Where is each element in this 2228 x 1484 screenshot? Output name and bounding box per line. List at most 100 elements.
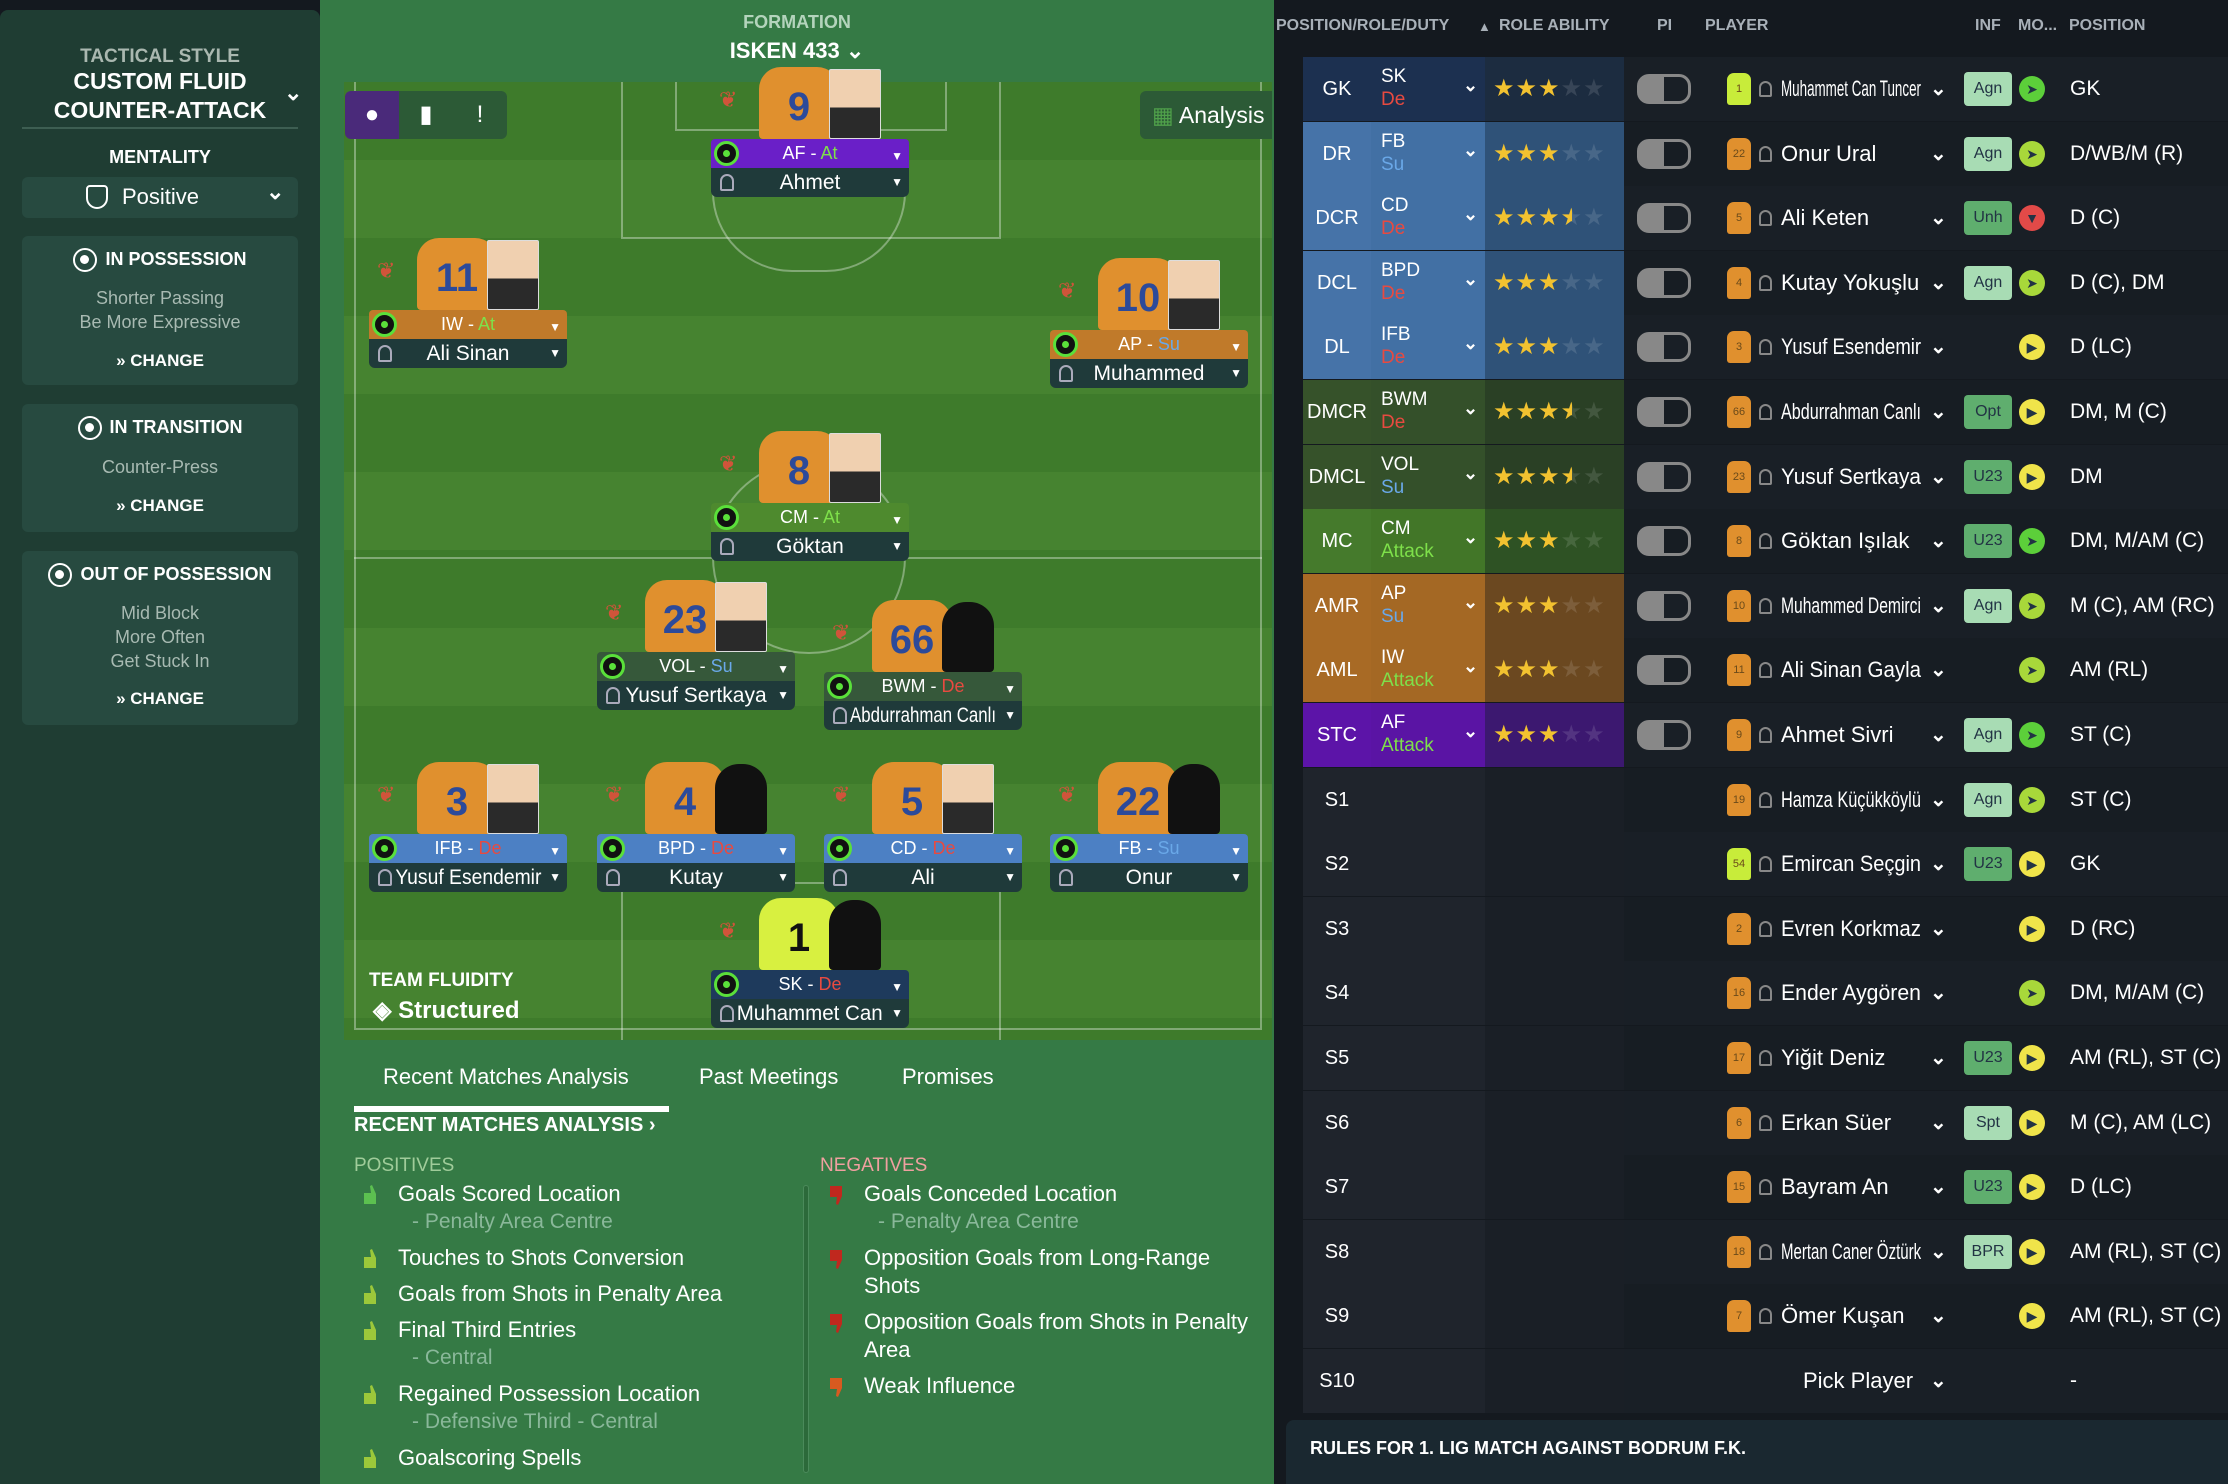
in-possession-change-button[interactable]: » CHANGE — [22, 351, 298, 371]
chevron-down-icon[interactable]: ⌄ — [1930, 207, 1947, 230]
in-transition-change-button[interactable]: » CHANGE — [22, 496, 298, 516]
player-name-selector[interactable]: Kutay ▼ — [597, 863, 795, 892]
chevron-down-icon[interactable]: ⌄ — [1930, 1240, 1947, 1263]
chevron-down-icon[interactable]: ⌄ — [1930, 917, 1947, 940]
player-name-selector[interactable]: Ali Sinan ▼ — [369, 339, 567, 368]
player-name[interactable]: Ali Sinan Gayla — [1781, 657, 1922, 683]
player-card[interactable]: ❦ 9 AF - At ▼ Ahmet ▼ — [711, 67, 909, 197]
player-name[interactable]: Muhammet Can Tuncer — [1781, 76, 1921, 101]
chevron-down-icon[interactable]: ⌄ — [1930, 1111, 1947, 1134]
player-name-selector[interactable]: Abdurrahman Canlı ▼ — [824, 701, 1022, 730]
player-name[interactable]: Ahmet Sivri — [1781, 722, 1894, 747]
scrollbar[interactable] — [803, 1185, 809, 1473]
chevron-down-icon[interactable]: ⌄ — [1930, 142, 1947, 165]
role-duty-selector[interactable]: CM Attack ⌄ — [1371, 509, 1485, 574]
header-morale[interactable]: MO... — [2018, 17, 2058, 34]
chevron-down-icon[interactable]: ⌄ — [1930, 788, 1947, 811]
role-selector[interactable]: FB - Su ▼ — [1050, 834, 1248, 863]
tab-recent-matches-analysis[interactable]: Recent Matches Analysis — [383, 1064, 629, 1089]
player-name[interactable]: Ali Keten — [1781, 205, 1870, 231]
role-selector[interactable]: IW - At ▼ — [369, 310, 567, 339]
player-name[interactable]: Ömer Kuşan — [1781, 1303, 1905, 1329]
player-name[interactable]: Muhammed Demirci — [1781, 592, 1921, 618]
player-card[interactable]: ❦ 10 AP - Su ▼ Muhammed ▼ — [1050, 258, 1248, 388]
player-card[interactable]: ❦ 3 IFB - De ▼ Yusuf Esendemir ▼ — [369, 762, 567, 892]
player-instructions-button[interactable] — [1637, 332, 1691, 363]
chevron-down-icon[interactable]: ⌄ — [1930, 271, 1947, 294]
role-duty-selector[interactable]: IFB De ⌄ — [1371, 315, 1485, 380]
player-instructions-button[interactable] — [1637, 720, 1691, 750]
player-name[interactable]: Onur Ural — [1781, 140, 1877, 166]
table-row[interactable]: S2 54 Emircan Seçgin ⌄ U23 ▶ GK — [1303, 832, 2228, 897]
player-name[interactable]: Ender Aygören — [1781, 980, 1921, 1006]
player-name[interactable]: Evren Korkmaz — [1781, 915, 1922, 941]
chevron-down-icon[interactable]: ⌄ — [1930, 465, 1947, 488]
table-row[interactable]: S9 7 Ömer Kuşan ⌄ ▶ AM (RL), ST (C) — [1303, 1284, 2228, 1349]
role-selector[interactable]: SK - De ▼ — [711, 970, 909, 999]
role-selector[interactable]: AP - Su ▼ — [1050, 330, 1248, 359]
pick-player-dropdown[interactable]: Pick Player — [1803, 1368, 1914, 1393]
player-card[interactable]: ❦ 66 BWM - De ▼ Abdurrahman Canlı ▼ — [824, 600, 1022, 730]
tab-promises[interactable]: Promises — [902, 1064, 994, 1089]
chevron-down-icon[interactable]: ⌄ — [1930, 853, 1947, 876]
table-row[interactable]: STC AF Attack ⌄ ★★★★★ 9 Ahmet Sivri ⌄ Agn ➤ ST (C) — [1303, 703, 2228, 767]
table-row[interactable]: DR FB Su ⌄ ★★★★★ 22 Onur Ural ⌄ Agn ➤ D/WB/M (R) — [1303, 121, 2228, 186]
header-role-ability[interactable]: ROLE ABILITY — [1499, 17, 1610, 34]
player-card[interactable]: ❦ 22 FB - Su ▼ Onur ▼ — [1050, 762, 1248, 892]
table-row[interactable]: S6 6 Erkan Süer ⌄ Spt ▶ M (C), AM (LC) — [1303, 1090, 2228, 1155]
table-row[interactable]: AML IW Attack ⌄ ★★★★★ 11 Ali Sinan Gayla ⌄ ➤ AM (… — [1303, 638, 2228, 703]
player-name[interactable]: Abdurrahman Canlı — [1781, 399, 1922, 424]
formation-dropdown[interactable]: ISKEN 433 ⌄ — [320, 38, 1274, 64]
role-selector[interactable]: BWM - De ▼ — [824, 672, 1022, 701]
table-row[interactable]: S4 16 Ender Aygören ⌄ ➤ DM, M/AM (C) — [1303, 961, 2228, 1026]
player-name-selector[interactable]: Muhammed ▼ — [1050, 359, 1248, 388]
player-card[interactable]: ❦ 4 BPD - De ▼ Kutay ▼ — [597, 762, 795, 892]
player-instructions-button[interactable] — [1637, 655, 1691, 686]
table-row[interactable]: S10 Pick Player ⌄ - — [1303, 1349, 2228, 1413]
player-name-selector[interactable]: Yusuf Sertkaya ▼ — [597, 681, 795, 710]
role-duty-selector[interactable]: VOL Su ⌄ — [1371, 444, 1485, 509]
player-view-button[interactable]: ● — [345, 91, 399, 139]
player-instructions-button[interactable] — [1637, 138, 1691, 169]
player-instructions-button[interactable] — [1637, 397, 1691, 427]
header-position[interactable]: POSITION — [2069, 17, 2146, 34]
player-name[interactable]: Yiğit Deniz — [1781, 1045, 1886, 1070]
header-inf[interactable]: INF — [1975, 17, 2001, 34]
player-instructions-button[interactable] — [1637, 74, 1691, 104]
player-instructions-button[interactable] — [1637, 526, 1691, 557]
tab-past-meetings[interactable]: Past Meetings — [699, 1064, 839, 1089]
player-instructions-button[interactable] — [1637, 590, 1691, 621]
chevron-down-icon[interactable]: ⌄ — [1930, 982, 1947, 1005]
player-name-selector[interactable]: Ali ▼ — [824, 863, 1022, 892]
chevron-down-icon[interactable]: ⌄ — [1930, 659, 1947, 682]
role-selector[interactable]: VOL - Su ▼ — [597, 652, 795, 681]
chevron-down-icon[interactable]: ⌄ — [1930, 401, 1947, 423]
role-selector[interactable]: BPD - De ▼ — [597, 834, 795, 863]
player-name[interactable]: Emircan Seçgin — [1781, 851, 1922, 877]
role-duty-selector[interactable]: CD De ⌄ — [1371, 186, 1485, 251]
player-name[interactable]: Mertan Caner Öztürk — [1781, 1238, 1922, 1264]
player-instructions-button[interactable] — [1637, 461, 1691, 492]
role-selector[interactable]: CD - De ▼ — [824, 834, 1022, 863]
chevron-down-icon[interactable]: ⌄ — [1930, 530, 1947, 553]
player-instructions-button[interactable] — [1637, 203, 1691, 234]
role-selector[interactable]: IFB - De ▼ — [369, 834, 567, 863]
tactical-style-dropdown[interactable]: CUSTOM FLUID COUNTER-ATTACK ⌄ — [0, 68, 320, 128]
header-pi[interactable]: PI — [1657, 17, 1673, 34]
role-duty-selector[interactable]: AF Attack ⌄ — [1371, 703, 1485, 767]
player-name[interactable]: Kutay Yokuşlu — [1781, 269, 1920, 295]
role-duty-selector[interactable]: SK De ⌄ — [1371, 57, 1485, 121]
header-player[interactable]: PLAYER — [1705, 17, 1769, 34]
player-card[interactable]: ❦ 8 CM - At ▼ Göktan ▼ — [711, 431, 909, 561]
table-row[interactable]: AMR AP Su ⌄ ★★★★★ 10 Muhammed Demirci ⌄ Agn ➤ M (C… — [1303, 573, 2228, 638]
player-name[interactable]: Yusuf Esendemir — [1781, 334, 1922, 360]
chevron-down-icon[interactable]: ⌄ — [1930, 1305, 1947, 1328]
table-row[interactable]: DCR CD De ⌄ ★★★★★ 5 Ali Keten ⌄ Unh ▼ D (C) — [1303, 186, 2228, 251]
table-row[interactable]: S7 15 Bayram An ⌄ U23 ▶ D (LC) — [1303, 1155, 2228, 1220]
player-name[interactable]: Hamza Küçükköylü — [1781, 786, 1921, 812]
warning-view-button[interactable]: ! — [453, 91, 507, 139]
table-row[interactable]: DMCL VOL Su ⌄ ★★★★★ 23 Yusuf Sertkaya ⌄ U23 ▶ DM — [1303, 444, 2228, 509]
role-duty-selector[interactable]: IW Attack ⌄ — [1371, 638, 1485, 703]
role-duty-selector[interactable]: BPD De ⌄ — [1371, 250, 1485, 315]
role-selector[interactable]: CM - At ▼ — [711, 503, 909, 532]
